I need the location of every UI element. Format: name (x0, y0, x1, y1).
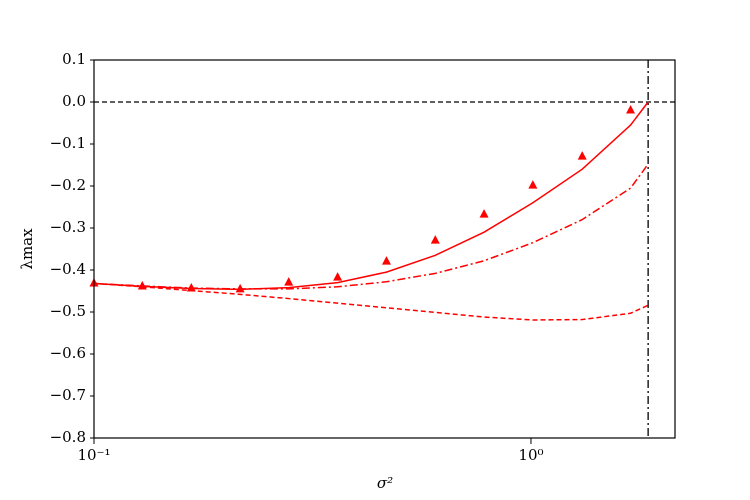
series-line (93, 282, 649, 321)
series-line (93, 163, 649, 290)
plot-frame (93, 59, 676, 439)
y-tick-label: 0.1 (62, 50, 86, 68)
x-axis-label: σ² (377, 474, 393, 492)
marker (479, 209, 489, 218)
marker (577, 151, 587, 160)
y-tick-label: −0.1 (50, 134, 86, 152)
y-tick-label: 0.0 (62, 92, 86, 110)
marker (235, 283, 245, 293)
y-tick-label: −0.4 (50, 260, 86, 278)
y-axis-label: λmax (18, 228, 36, 270)
x-tick-label: 10⁻¹ (77, 446, 110, 464)
y-tick-label: −0.3 (50, 218, 86, 236)
y-tick-label: −0.5 (50, 302, 86, 320)
marker (528, 180, 538, 189)
y-tick-label: −0.8 (50, 428, 86, 446)
marker (381, 256, 391, 265)
marker (137, 280, 147, 290)
series-line (93, 101, 649, 291)
y-tick-label: −0.6 (50, 344, 86, 362)
marker (333, 272, 343, 281)
x-tick-label: 10⁰ (518, 446, 543, 464)
marker (186, 283, 196, 292)
marker (626, 104, 636, 114)
marker (430, 235, 440, 244)
y-tick-label: −0.2 (50, 176, 86, 194)
marker (284, 277, 294, 286)
y-tick-label: −0.7 (50, 386, 86, 404)
